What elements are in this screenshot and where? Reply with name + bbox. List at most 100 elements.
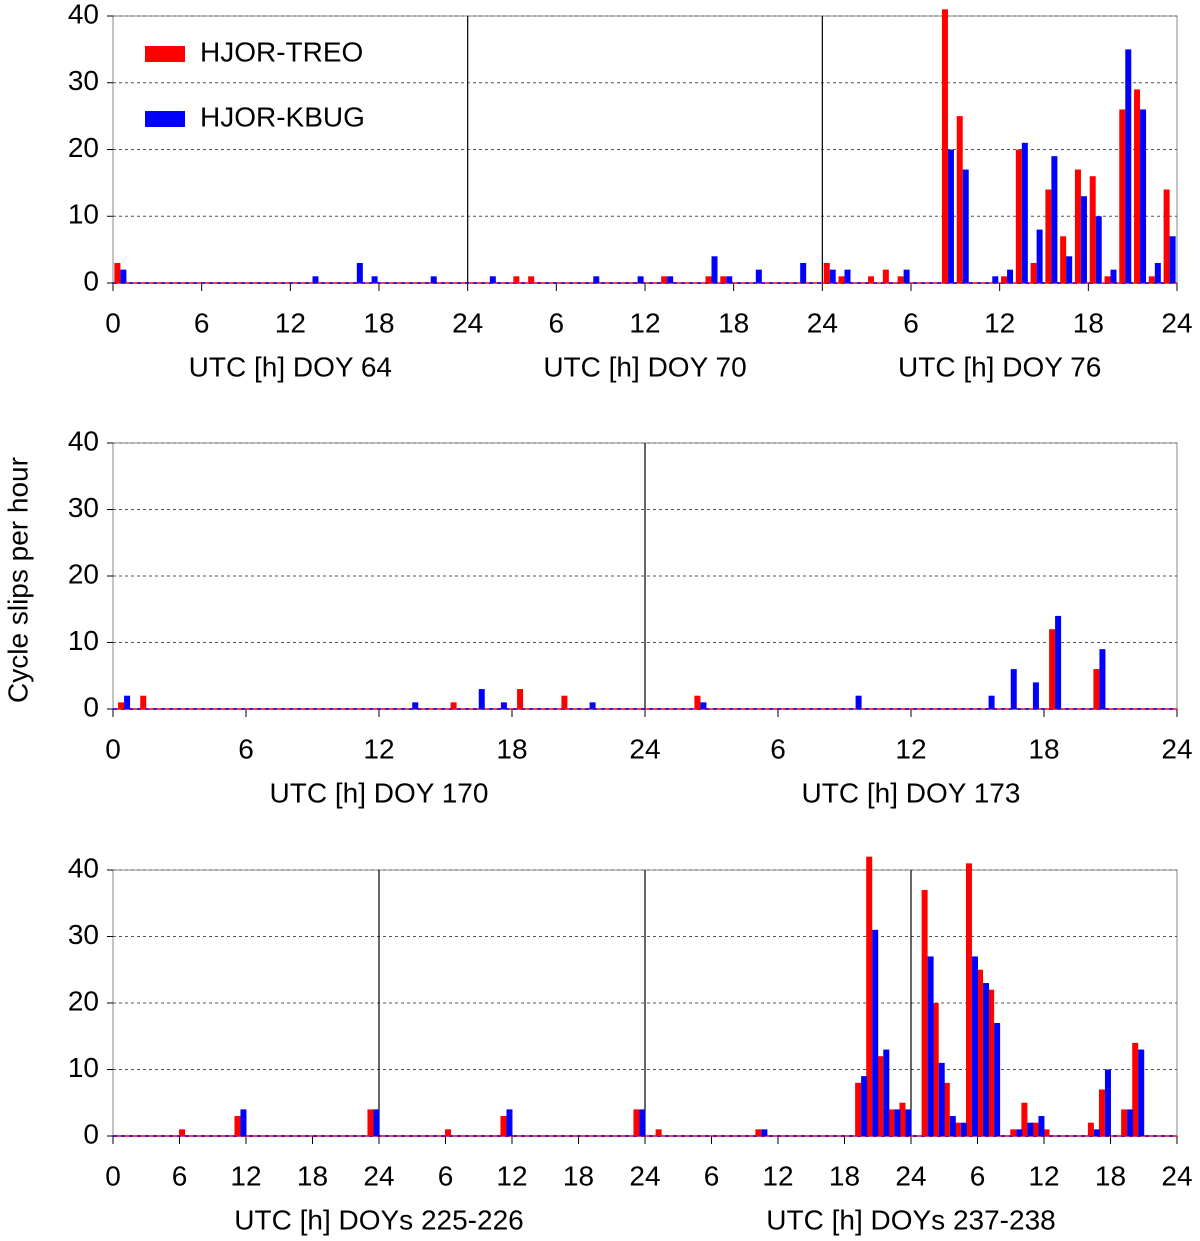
bar [971,956,978,1136]
bar [1121,1109,1128,1136]
bar [927,956,934,1136]
bar [988,695,995,709]
bar [240,1109,247,1136]
bar [965,863,972,1136]
bar [761,1129,768,1136]
bar [1038,1116,1045,1136]
y-tick-label: 40 [68,852,99,883]
bar [1036,229,1043,283]
bar [705,276,712,283]
x-tick-label: 18 [496,733,527,764]
x-tick-label: 6 [970,1160,986,1191]
bar [1127,1109,1134,1136]
bar [921,889,928,1136]
x-tick-label: 18 [1095,1160,1126,1191]
bar [855,695,862,709]
bar [823,262,830,283]
x-tick-label: 24 [807,307,838,338]
bar [234,1116,241,1136]
x-tick-label: 0 [105,1160,121,1191]
bar [633,1109,640,1136]
x-tick-label: 24 [452,307,483,338]
bar [1032,1122,1039,1136]
bar [1104,1069,1111,1136]
bar [861,1076,868,1136]
bar [855,1082,862,1136]
bar [1163,189,1170,283]
x-tick-label: 6 [770,733,786,764]
bar [655,1129,662,1136]
bar [932,1003,939,1136]
x-tick-label: 12 [230,1160,261,1191]
bar [1089,176,1096,283]
bar [994,1022,1001,1136]
bar [905,1109,912,1136]
bar [1007,269,1014,283]
y-tick-label: 30 [68,919,99,950]
legend-swatch [145,46,185,62]
x-axis-label: UTC [h] DOY 64 [189,351,392,382]
bar [528,276,535,283]
bar [637,276,644,283]
bar [412,702,419,709]
bar [1030,262,1037,283]
x-tick-label: 18 [829,1160,860,1191]
legend-label: HJOR-KBUG [200,101,365,132]
bar [561,695,568,709]
y-tick-label: 0 [83,1118,99,1149]
bar [720,276,727,283]
bar [872,929,879,1136]
y-tick-label: 40 [68,425,99,456]
bar [1095,216,1102,283]
bar [960,1122,967,1136]
x-tick-label: 6 [172,1160,188,1191]
bar [1104,276,1111,283]
bar [1140,109,1147,283]
bar [694,695,701,709]
x-tick-label: 6 [194,307,210,338]
x-tick-label: 12 [275,307,306,338]
x-tick-label: 24 [1161,733,1192,764]
bar [1093,1129,1100,1136]
legend-label: HJOR-TREO [200,36,363,67]
legend-swatch [145,111,185,127]
x-tick-label: 0 [105,307,121,338]
x-tick-label: 12 [984,307,1015,338]
y-tick-label: 0 [83,691,99,722]
bar [1010,669,1017,709]
bar [500,702,507,709]
bar [639,1109,646,1136]
bar [800,262,807,283]
x-axis-label: UTC [h] DOYs 237-238 [766,1204,1055,1235]
bar [513,276,520,283]
bar [118,702,125,709]
x-tick-label: 24 [363,1160,394,1191]
y-tick-label: 40 [68,0,99,29]
bar [954,1122,961,1136]
bar [489,276,496,283]
bar [1087,1122,1094,1136]
bar [949,1116,956,1136]
bar [1021,142,1028,283]
bar [478,689,485,709]
x-tick-label: 18 [297,1160,328,1191]
bar [1099,649,1106,709]
bar [1021,1102,1028,1136]
bar [992,276,999,283]
bar [1027,1122,1034,1136]
bar [445,1129,452,1136]
bar [1169,236,1176,283]
bar [517,689,524,709]
y-tick-label: 20 [68,132,99,163]
bar [899,1102,906,1136]
bar [450,702,457,709]
bar [1015,149,1022,283]
x-tick-label: 6 [438,1160,454,1191]
x-tick-label: 18 [363,307,394,338]
bar [667,276,674,283]
bar [888,1109,895,1136]
bar [1134,89,1141,283]
bar [589,702,596,709]
bar [1074,169,1081,283]
